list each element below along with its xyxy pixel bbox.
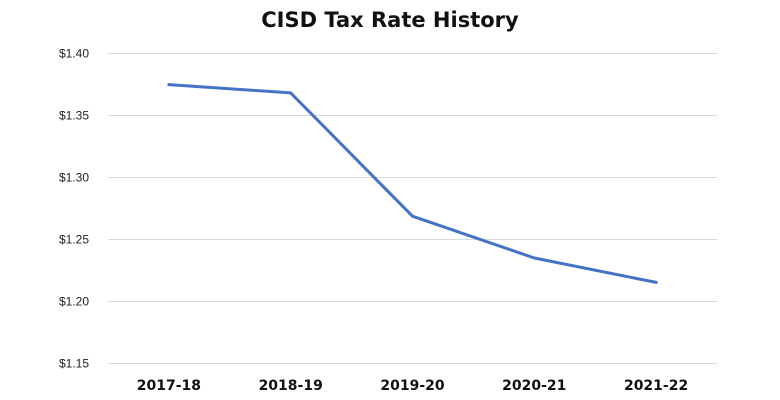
gridlines [108,53,717,364]
x-tick-label: 2020-21 [502,378,566,394]
y-tick-label: $1.15 [59,357,89,371]
x-tick-label: 2017-18 [137,378,201,394]
x-tick-label: 2018-19 [259,378,323,394]
data-point [289,91,293,95]
y-tick-label: $1.35 [59,109,89,123]
y-tick-label: $1.30 [59,171,89,185]
data-point [532,256,536,260]
y-tick-label: $1.40 [59,47,89,61]
x-tick-label: 2019-20 [380,378,445,394]
chart-title: CISD Tax Rate History [261,8,519,32]
y-tick-label: $1.20 [59,295,89,309]
data-point [167,83,171,87]
x-axis-ticks: 2017-18 2018-19 2019-20 2020-21 2021-22 [137,378,688,394]
series-line [167,83,658,284]
y-tick-label: $1.25 [59,233,89,247]
data-point [411,214,414,218]
y-axis-ticks: $1.15 $1.20 $1.25 $1.30 $1.35 $1.40 [59,47,89,371]
x-tick-label: 2021-22 [624,378,688,394]
series-layer [167,83,658,284]
data-point [654,280,658,284]
